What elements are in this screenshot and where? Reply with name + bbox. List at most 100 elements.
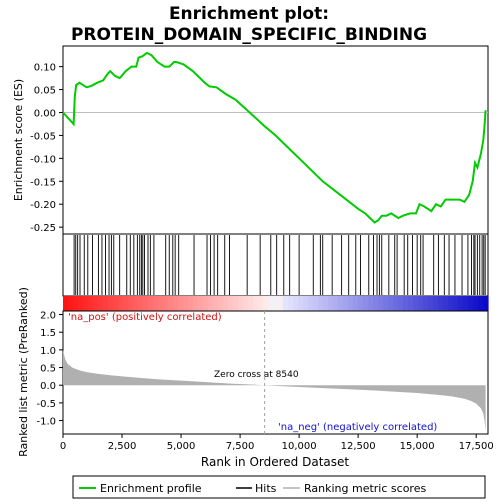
color-bar-cell	[133, 296, 139, 311]
color-bar-cell	[403, 296, 409, 311]
color-bar-cell	[398, 296, 404, 311]
color-bar-cell	[228, 296, 234, 311]
color-bar-cell	[78, 296, 84, 311]
color-bar-cell	[288, 296, 294, 311]
color-bar-cell	[218, 296, 224, 311]
color-bar-cell	[308, 296, 314, 311]
metric-area	[63, 349, 486, 432]
es-y-tick-label: -0.20	[30, 200, 56, 211]
color-bar-cell	[83, 296, 89, 311]
rank-color-bar	[63, 296, 489, 311]
color-bar-cell	[88, 296, 94, 311]
color-bar-cell	[368, 296, 374, 311]
color-bar-cell	[383, 296, 389, 311]
legend-ranking-metric-scores: Ranking metric scores	[304, 482, 426, 495]
color-bar-cell	[73, 296, 79, 311]
color-bar-cell	[448, 296, 454, 311]
color-bar-cell	[293, 296, 299, 311]
color-bar-cell	[208, 296, 214, 311]
metric-y-tick-label: 0.0	[40, 381, 56, 392]
color-bar-cell	[428, 296, 434, 311]
color-bar-cell	[173, 296, 179, 311]
color-bar-cell	[358, 296, 364, 311]
es-y-axis: -0.25 -0.20 -0.15 -0.10 -0.05 0.00 0.05 0.10	[30, 63, 63, 234]
color-bar-cell	[328, 296, 334, 311]
x-axis-label: Rank in Ordered Dataset	[201, 455, 349, 469]
metric-y-tick-label: 0.5	[40, 364, 56, 375]
metric-y-tick-label: 2.0	[40, 311, 56, 322]
es-panel: -0.25 -0.20 -0.15 -0.10 -0.05 0.00 0.05 0.10 En…	[12, 45, 489, 235]
color-bar-cell	[213, 296, 219, 311]
color-bar-cell	[148, 296, 154, 311]
color-bar-cell	[418, 296, 424, 311]
na-neg-label: 'na_neg' (negatively correlated)	[278, 422, 437, 433]
color-bar-cell	[178, 296, 184, 311]
title-line-2: PROTEIN_DOMAIN_SPECIFIC_BINDING	[71, 25, 427, 45]
color-bar-cell	[203, 296, 209, 311]
color-bar-cell	[378, 296, 384, 311]
color-bar-cell	[388, 296, 394, 311]
color-bar-cell	[413, 296, 419, 311]
metric-panel: -1.0 -0.5 0.0 0.5 1.0 1.5 2.0 0 2,500 5,000 7,500…	[17, 287, 494, 469]
color-bar-cell	[443, 296, 449, 311]
color-bar-cell	[248, 296, 254, 311]
x-tick-label: 5,000	[167, 441, 196, 452]
color-bar-cell	[433, 296, 439, 311]
legend-enrichment-profile: Enrichment profile	[100, 482, 202, 495]
hit-marks	[73, 235, 486, 295]
x-tick-label: 2,500	[108, 441, 137, 452]
metric-x-axis: 0 2,500 5,000 7,500 10,000 12,500 15,000 17,500	[60, 434, 494, 452]
metric-y-tick-label: 1.5	[40, 328, 56, 339]
metric-panel-frame	[62, 310, 489, 435]
color-bar-cell	[153, 296, 159, 311]
x-tick-label: 10,000	[282, 441, 317, 452]
color-bar-cell	[438, 296, 444, 311]
color-bar-cell	[188, 296, 194, 311]
es-y-tick-label: 0.10	[34, 63, 56, 74]
color-bar-cell	[243, 296, 249, 311]
color-bar-cell	[338, 296, 344, 311]
x-tick-label: 7,500	[226, 441, 255, 452]
color-bar-cell	[318, 296, 324, 311]
hits-panel	[62, 233, 489, 297]
color-bar-cell	[273, 296, 279, 311]
color-bar-cell	[63, 296, 69, 311]
color-bar-cell	[138, 296, 144, 311]
metric-y-tick-label: 1.0	[40, 346, 56, 357]
color-bar-cell	[238, 296, 244, 311]
color-bar-cell	[393, 296, 399, 311]
color-bar-cell	[323, 296, 329, 311]
color-bar-cell	[298, 296, 304, 311]
zero-cross-label: Zero cross at 8540	[214, 370, 299, 380]
color-bar-cell	[158, 296, 164, 311]
color-bar-cell	[478, 296, 484, 311]
x-tick-label: 12,500	[341, 441, 376, 452]
color-bar-cell	[123, 296, 129, 311]
es-y-tick-label: -0.25	[30, 223, 56, 234]
color-bar-cell	[198, 296, 204, 311]
color-bar-cell	[303, 296, 309, 311]
color-bar-cell	[168, 296, 174, 311]
color-bar-cell	[343, 296, 349, 311]
na-pos-label: 'na_pos' (positively correlated)	[68, 312, 222, 323]
es-y-label: Enrichment score (ES)	[12, 79, 25, 201]
color-bar-cell	[353, 296, 359, 311]
metric-y-label: Ranked list metric (PreRanked)	[17, 287, 30, 457]
color-bar-cell	[163, 296, 169, 311]
color-bar-cell	[98, 296, 104, 311]
legend-hits: Hits	[255, 482, 277, 495]
metric-y-tick-label: -1.0	[36, 417, 56, 428]
color-bar-cell	[453, 296, 459, 311]
color-bar-cell	[233, 296, 239, 311]
es-y-tick-label: -0.15	[30, 177, 56, 188]
color-bar-cell	[113, 296, 119, 311]
color-bar-cell	[313, 296, 319, 311]
color-bar-cell	[143, 296, 149, 311]
color-bar-cell	[108, 296, 114, 311]
color-bar-cell	[103, 296, 109, 311]
legend-frame	[72, 475, 486, 499]
color-bar-cell	[473, 296, 479, 311]
color-bar-cell	[468, 296, 474, 311]
es-y-tick-label: 0.05	[34, 86, 56, 97]
